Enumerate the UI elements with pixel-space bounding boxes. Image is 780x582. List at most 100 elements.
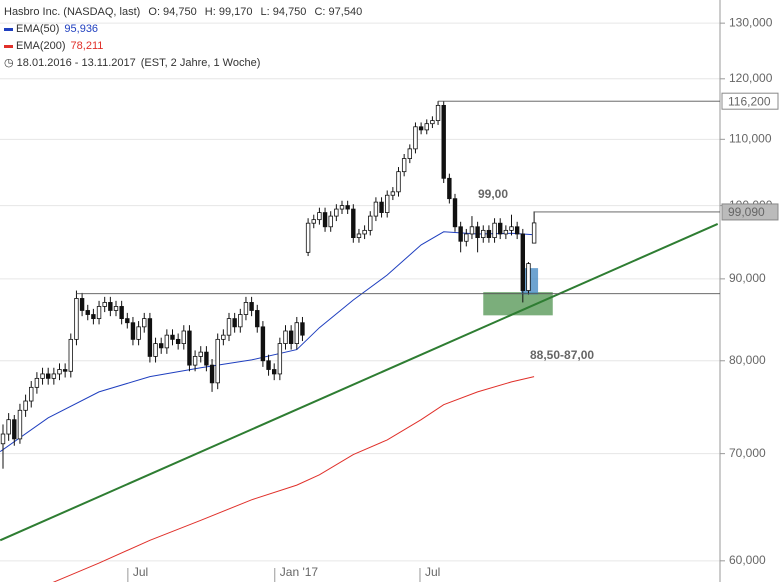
candle-body xyxy=(147,318,153,357)
y-tick-label: 60,000 xyxy=(729,553,766,567)
candle-body xyxy=(469,226,475,235)
candle-body xyxy=(238,314,243,328)
y-tick-label: 110,000 xyxy=(729,131,772,145)
candle-body xyxy=(51,373,57,379)
candle-body xyxy=(424,123,429,131)
candle-body xyxy=(130,322,136,340)
candle-body xyxy=(226,318,232,336)
y-tick-label: 70,000 xyxy=(729,446,766,460)
candle-body xyxy=(266,360,271,370)
candle-body xyxy=(492,222,497,239)
candle-body xyxy=(520,233,526,291)
candle-body xyxy=(373,201,379,217)
candle-body xyxy=(486,229,492,239)
candle-body xyxy=(108,302,113,311)
candle-body xyxy=(328,215,333,228)
candle-body xyxy=(413,126,418,150)
candle-body xyxy=(181,330,186,344)
level-label: 116,200 xyxy=(728,94,771,108)
candle-body xyxy=(418,126,424,131)
candle-body xyxy=(119,306,124,320)
chart-header: Hasbro Inc. (NASDAQ, last) O: 94,750 H: … xyxy=(4,4,367,72)
y-tick-label: 130,000 xyxy=(729,15,773,29)
level-box xyxy=(721,92,779,110)
candle-body xyxy=(317,212,322,221)
candle-body xyxy=(260,326,266,362)
candle-body xyxy=(136,326,141,340)
candle-body xyxy=(464,233,469,242)
x-tick-label: Jan '17 xyxy=(280,565,319,579)
candle-body xyxy=(430,120,435,125)
candle-body xyxy=(288,330,294,344)
candle-body xyxy=(215,338,220,384)
candle-body xyxy=(311,219,316,224)
title-row: Hasbro Inc. (NASDAQ, last) O: 94,750 H: … xyxy=(4,4,367,21)
candle-body xyxy=(339,205,345,210)
candle-body xyxy=(526,263,531,291)
candle-body xyxy=(401,158,407,173)
legend-value: 78,211 xyxy=(70,40,104,52)
candle-body xyxy=(125,318,130,324)
trend-line xyxy=(0,222,719,542)
candle-body xyxy=(334,208,339,217)
annotation: 99,00 xyxy=(478,187,508,201)
legend-value: 95,936 xyxy=(64,23,99,35)
candle-body xyxy=(85,310,90,315)
candle-body xyxy=(40,373,45,379)
candle-body xyxy=(232,318,237,328)
candle-body xyxy=(209,364,215,384)
period-row: ◷ 18.01.2016 - 13.11.2017 (EST, 2 Jahre, … xyxy=(4,57,261,69)
period-note: (EST, 2 Jahre, 1 Woche) xyxy=(140,57,261,69)
candle-body xyxy=(531,222,537,244)
candle-body xyxy=(142,318,147,328)
candle-body xyxy=(158,343,164,349)
quote: H: 99,170 xyxy=(204,6,253,18)
candle-body xyxy=(509,226,514,231)
legend-item: EMA(50) 95,936 xyxy=(4,21,367,38)
candle-body xyxy=(204,351,209,366)
candle-body xyxy=(91,314,96,320)
candle-body xyxy=(379,201,384,213)
legend-name: EMA(50) xyxy=(16,23,60,35)
candle-body xyxy=(458,226,463,242)
candle-body xyxy=(481,229,486,239)
candle-body xyxy=(102,302,107,307)
candle-body xyxy=(68,338,73,372)
candle-body xyxy=(79,298,85,311)
candle-body xyxy=(351,208,356,239)
candle-body xyxy=(153,343,158,357)
candle-body xyxy=(198,351,203,357)
candle-body xyxy=(300,322,305,336)
candle-body xyxy=(62,369,68,372)
candle-body xyxy=(170,334,175,340)
candle-body xyxy=(243,302,249,315)
candle-body xyxy=(322,212,328,228)
candle-body xyxy=(447,177,452,200)
candle-body xyxy=(23,400,28,411)
y-tick-label: 80,000 xyxy=(729,353,766,367)
candle-body xyxy=(283,330,288,344)
candle-body xyxy=(396,171,401,193)
candle-body xyxy=(272,369,277,375)
candle-body xyxy=(368,215,373,231)
candle-body xyxy=(435,104,441,122)
plot-area xyxy=(0,101,719,582)
candle-body xyxy=(45,373,51,379)
candle-body xyxy=(503,229,509,235)
level-label: 99,090 xyxy=(728,205,765,219)
candle-body xyxy=(6,419,11,435)
ema-line xyxy=(52,376,535,582)
candle-body xyxy=(452,198,458,228)
candle-body xyxy=(0,433,6,445)
candle-body xyxy=(345,205,350,210)
candle-body xyxy=(175,338,181,344)
candle-body xyxy=(221,334,226,340)
candle-body xyxy=(362,229,367,235)
candle-body xyxy=(390,191,396,196)
candle-body xyxy=(294,322,300,344)
legend-item: EMA(200) 78,211 xyxy=(4,38,367,55)
annotation: 88,50-87,00 xyxy=(530,348,594,362)
y-tick-label: 90,000 xyxy=(729,271,766,285)
